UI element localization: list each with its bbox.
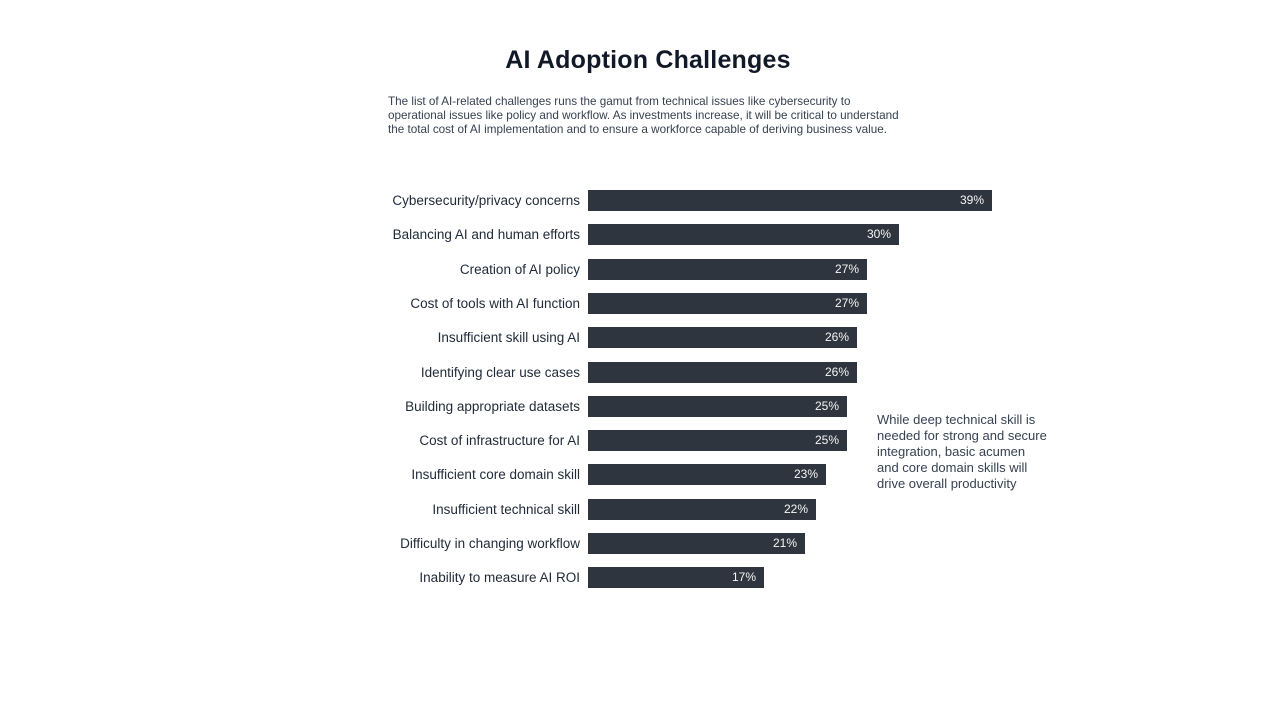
bar-row: Cybersecurity/privacy concerns 39% bbox=[0, 190, 1100, 211]
bar-value-label: 25% bbox=[814, 398, 839, 413]
bar-value-label: 26% bbox=[824, 364, 849, 379]
category-label: Building appropriate datasets bbox=[405, 398, 580, 414]
bar-row: Cost of infrastructure for AI 25% bbox=[0, 430, 1100, 452]
bar-row: Difficulty in changing workflow 21% bbox=[0, 533, 1100, 554]
bar-row: Insufficient skill using AI 26% bbox=[0, 327, 1100, 349]
category-label: Cybersecurity/privacy concerns bbox=[392, 193, 580, 208]
bar-row: Cost of tools with AI function 27% bbox=[0, 292, 1100, 314]
bar-value-label: 23% bbox=[793, 467, 818, 482]
bar-value-label: 27% bbox=[834, 295, 859, 310]
category-label: Balancing AI and human efforts bbox=[392, 227, 580, 243]
category-label: Creation of AI policy bbox=[459, 261, 580, 277]
bar: 23% bbox=[588, 464, 826, 486]
category-label: Identifying clear use cases bbox=[420, 364, 580, 380]
bar-value-label: 26% bbox=[824, 330, 849, 345]
bar-row: Building appropriate datasets 25% bbox=[0, 395, 1100, 417]
bar-row: Identifying clear use cases 26% bbox=[0, 361, 1100, 383]
bar: 22% bbox=[588, 498, 816, 520]
bar: 30% bbox=[588, 224, 899, 246]
chart-title: AI Adoption Challenges bbox=[505, 46, 791, 74]
bar: 27% bbox=[588, 258, 867, 280]
bar-value-label: 21% bbox=[772, 536, 797, 550]
bar: 39% bbox=[588, 190, 992, 211]
category-label: Cost of infrastructure for AI bbox=[419, 433, 580, 449]
bar: 25% bbox=[588, 395, 847, 417]
bar-value-label: 30% bbox=[866, 227, 891, 242]
category-label: Insufficient core domain skill bbox=[411, 467, 580, 483]
bar-row: Balancing AI and human efforts 30% bbox=[0, 224, 1100, 246]
category-label: Insufficient technical skill bbox=[432, 501, 580, 517]
bar: 17% bbox=[588, 567, 764, 589]
bar-row: Creation of AI policy 27% bbox=[0, 258, 1100, 280]
category-label: Cost of tools with AI function bbox=[410, 295, 580, 311]
bar-chart-plot-area: Cybersecurity/privacy concerns 39% Balanci… bbox=[0, 190, 1100, 610]
bar-row: Insufficient core domain skill 23% bbox=[0, 464, 1100, 486]
category-label: Insufficient skill using AI bbox=[437, 330, 580, 346]
chart-subtitle: The list of AI-related challenges runs t… bbox=[388, 95, 899, 136]
bar-value-label: 22% bbox=[783, 501, 808, 516]
bar-value-label: 27% bbox=[834, 261, 859, 276]
bar-value-label: 17% bbox=[731, 570, 756, 585]
chart-annotation: While deep technical skill is needed for… bbox=[877, 412, 1047, 491]
category-label: Inability to measure AI ROI bbox=[419, 570, 580, 586]
bar: 25% bbox=[588, 430, 847, 452]
bar: 27% bbox=[588, 292, 867, 314]
bar-value-label: 39% bbox=[959, 193, 984, 207]
bar: 26% bbox=[588, 361, 857, 383]
bar-value-label: 25% bbox=[814, 433, 839, 448]
bar-row: Insufficient technical skill 22% bbox=[0, 498, 1100, 520]
category-label: Difficulty in changing workflow bbox=[400, 536, 580, 551]
bar: 21% bbox=[588, 533, 805, 554]
bar: 26% bbox=[588, 327, 857, 349]
bar-row: Inability to measure AI ROI 17% bbox=[0, 567, 1100, 589]
